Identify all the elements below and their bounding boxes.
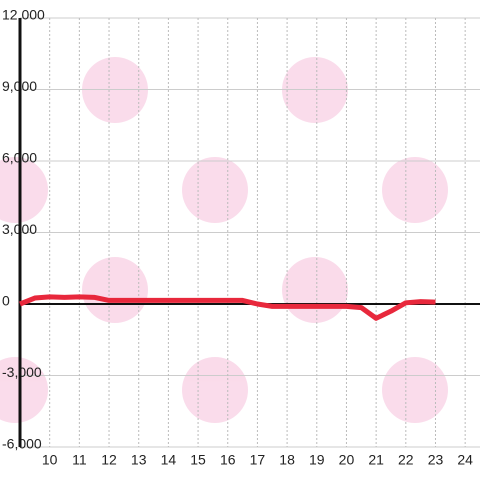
- x-tick-label: 16: [220, 452, 236, 468]
- x-tick-label: 12: [101, 452, 117, 468]
- y-tick-label: -3,000: [2, 364, 42, 380]
- x-tick-label: 19: [309, 452, 325, 468]
- x-tick-label: 24: [457, 452, 473, 468]
- x-tick-label: 11: [72, 452, 87, 468]
- x-tick-label: 23: [428, 452, 444, 468]
- x-tick-label: 14: [161, 452, 177, 468]
- x-tick-label: 15: [190, 452, 206, 468]
- x-tick-label: 22: [398, 452, 414, 468]
- x-tick-label: 18: [279, 452, 295, 468]
- x-tick-label: 17: [250, 452, 266, 468]
- x-tick-label: 21: [368, 452, 384, 468]
- x-tick-label: 13: [131, 452, 147, 468]
- y-tick-label: -6,000: [2, 436, 42, 452]
- x-tick-label: 20: [339, 452, 355, 468]
- watermarks: [0, 57, 448, 423]
- x-tick-label: 10: [42, 452, 58, 468]
- data-line: [19, 294, 436, 321]
- y-tick-label: 0: [2, 293, 10, 309]
- y-tick-label: 12,000: [2, 7, 45, 23]
